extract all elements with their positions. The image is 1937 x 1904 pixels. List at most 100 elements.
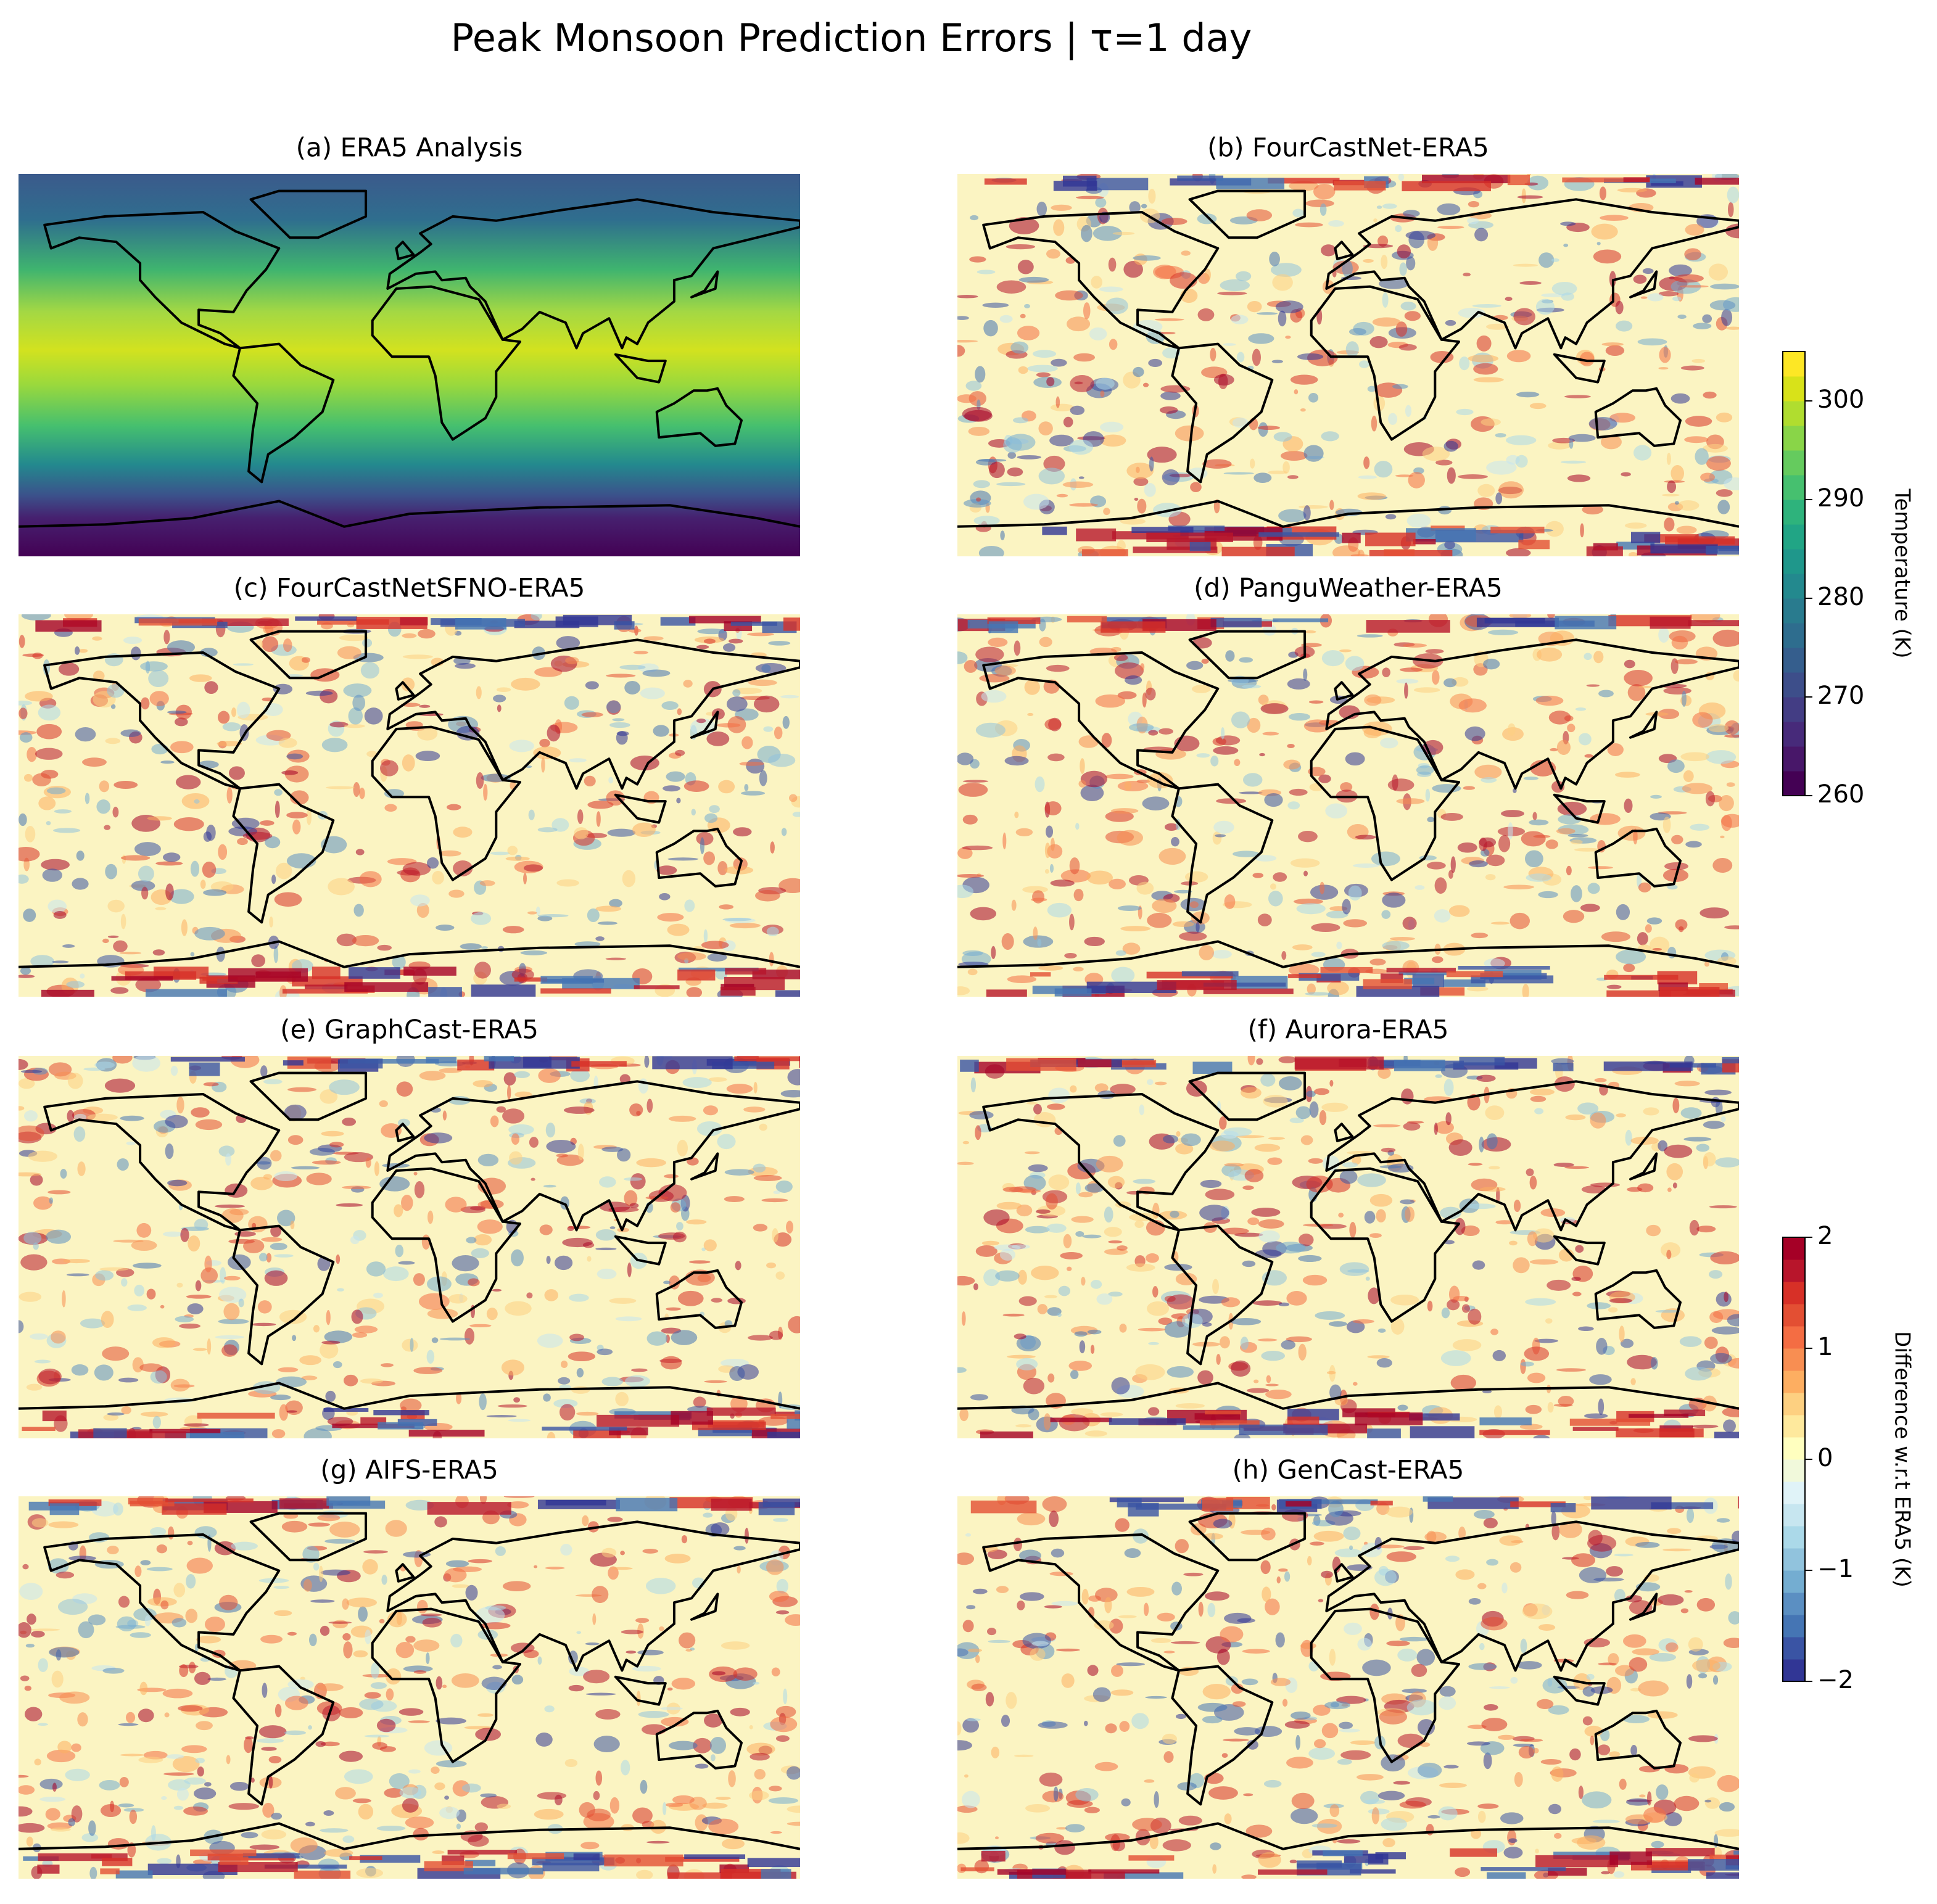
map-texture: [1519, 281, 1542, 285]
colorbar-tick-label: 1: [1817, 1333, 1833, 1361]
map-texture: [1044, 868, 1049, 874]
map-texture: [342, 1598, 349, 1610]
map-texture: [312, 966, 341, 979]
map-texture: [1241, 1087, 1262, 1099]
map-texture: [1282, 461, 1290, 474]
map-texture: [1619, 1778, 1627, 1790]
map-texture: [957, 651, 968, 664]
map-texture: [1703, 1152, 1716, 1167]
map-texture: [623, 1177, 643, 1181]
map-texture: [1363, 456, 1370, 469]
map-texture: [1094, 1762, 1118, 1771]
map-texture: [1100, 421, 1124, 433]
map-texture: [984, 178, 1027, 185]
map-texture: [1326, 1370, 1336, 1375]
map-texture: [633, 651, 649, 654]
map-texture: [1084, 1807, 1100, 1813]
map-texture: [1037, 1205, 1066, 1217]
map-texture: [71, 1364, 89, 1376]
map-texture: [271, 1813, 283, 1820]
map-texture: [703, 1105, 718, 1116]
map-texture: [1039, 618, 1046, 632]
map-texture: [983, 319, 998, 337]
panel-title: (c) FourCastNetSFNO-ERA5: [234, 573, 585, 603]
map-texture: [1582, 1716, 1593, 1726]
map-texture: [1484, 617, 1545, 624]
map-texture: [962, 780, 989, 783]
map-texture: [1154, 1081, 1167, 1086]
map-texture: [1273, 618, 1329, 622]
map-texture: [1704, 1799, 1712, 1803]
map-texture: [704, 1713, 723, 1728]
map-texture: [1147, 447, 1177, 463]
map-texture: [1450, 1374, 1476, 1391]
map-texture: [1096, 1155, 1123, 1172]
map-texture: [1399, 262, 1407, 276]
map-texture: [1343, 919, 1368, 928]
map-texture: [1175, 1539, 1189, 1554]
map-texture: [257, 1300, 272, 1314]
map-texture: [664, 1553, 691, 1564]
map-texture: [67, 1073, 83, 1089]
map-texture: [1055, 1648, 1080, 1652]
map-texture: [1702, 314, 1712, 323]
colorbar-band: [1783, 376, 1805, 402]
map-texture: [1018, 1269, 1027, 1285]
map-texture: [1271, 1504, 1276, 1510]
map-texture: [1538, 891, 1558, 899]
map-texture: [1197, 1370, 1213, 1385]
map-texture: [1547, 1678, 1553, 1687]
map-texture: [219, 1856, 249, 1865]
map-texture: [1101, 621, 1166, 633]
map-texture: [622, 870, 636, 888]
map-texture: [490, 1115, 499, 1127]
map-texture: [1685, 841, 1702, 848]
map-texture: [1075, 1788, 1099, 1802]
map-texture: [1231, 1683, 1244, 1694]
map-texture: [226, 786, 233, 804]
map-texture: [447, 1850, 517, 1855]
map-texture: [1578, 733, 1592, 746]
map-texture: [22, 1564, 29, 1570]
map-texture: [439, 1337, 471, 1341]
map-texture: [1037, 939, 1042, 947]
map-texture: [585, 1692, 616, 1696]
map-texture: [155, 907, 167, 910]
map-texture: [125, 1712, 136, 1723]
map-texture: [1458, 308, 1485, 318]
map-texture: [1437, 203, 1461, 215]
map-texture: [676, 1222, 684, 1231]
map-texture: [113, 940, 128, 952]
map-texture: [1434, 1123, 1438, 1135]
map-texture: [710, 1754, 716, 1762]
map-texture: [718, 780, 735, 794]
map-texture: [426, 1057, 457, 1063]
map-texture: [1024, 1151, 1040, 1155]
map-texture: [1148, 358, 1163, 368]
map-texture: [1100, 1412, 1123, 1417]
map-texture: [1590, 1182, 1621, 1187]
map-texture: [229, 1781, 249, 1791]
map-texture: [1054, 1840, 1075, 1855]
map-texture: [1679, 1336, 1702, 1347]
map-texture: [1135, 1503, 1226, 1510]
map-texture: [1722, 1057, 1739, 1064]
coastline: [1188, 630, 1307, 680]
map-texture: [1403, 1122, 1421, 1131]
map-texture: [496, 1106, 506, 1113]
map-texture: [353, 904, 364, 917]
map-texture: [1566, 865, 1572, 876]
map-texture: [1705, 791, 1716, 807]
map-texture: [636, 1869, 653, 1879]
map-texture: [1488, 1166, 1500, 1169]
map-texture: [597, 1414, 680, 1427]
map-texture: [21, 614, 51, 621]
map-texture: [348, 707, 363, 725]
map-texture: [1178, 931, 1207, 941]
map-texture: [1345, 752, 1365, 766]
map-texture: [1124, 781, 1132, 791]
map-texture: [697, 628, 726, 635]
map-texture: [184, 1777, 206, 1785]
map-texture: [270, 1225, 282, 1237]
map-texture: [371, 1662, 379, 1679]
